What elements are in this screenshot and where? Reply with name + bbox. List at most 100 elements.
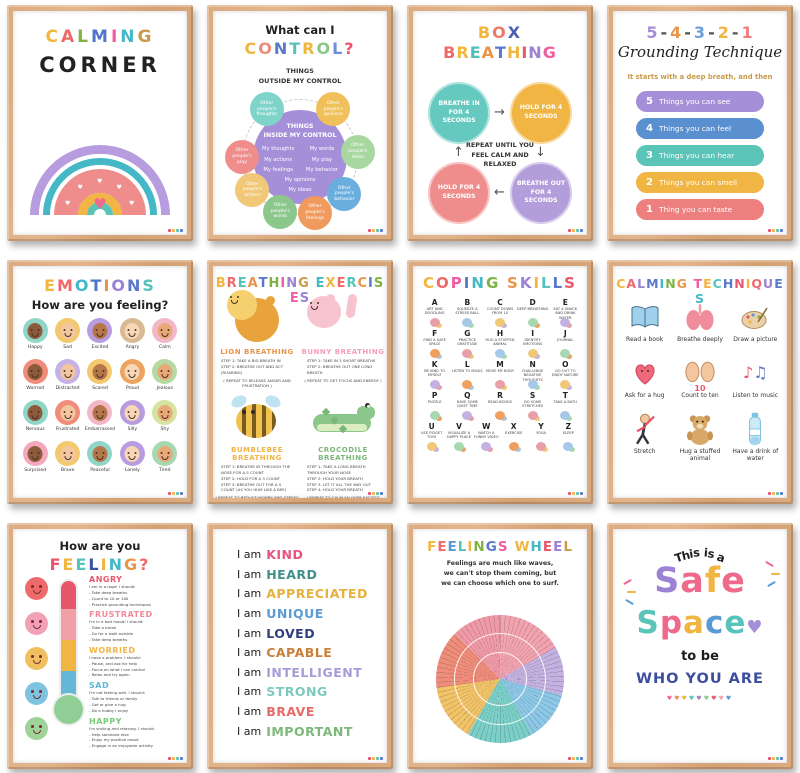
coping-skill-cell: G PRACTICE GRATITUDE (451, 329, 483, 358)
emotion-face-circle (55, 441, 81, 466)
coping-caption: DEEP BREATHING (516, 307, 549, 311)
affirmation-prefix: I am (237, 626, 262, 640)
coping-clipart-icon (560, 349, 571, 358)
quote-line-1: Feelings are much like waves, (446, 560, 554, 567)
feelings-wheel-illustration (436, 615, 564, 743)
coping-clipart-icon (494, 380, 505, 389)
who-you-are-text: WHO YOU ARE (636, 671, 764, 687)
exercise-step: STEP 1: TAKE IN 3 SHORT BREATHS (307, 358, 376, 363)
brand-mark-dot (768, 492, 771, 495)
inside-item: My opinions (284, 177, 316, 184)
coping-letter: Y (538, 422, 544, 431)
title-letter: A (626, 276, 638, 291)
outside-label-line2: OUTSIDE MY CONTROL (258, 76, 342, 85)
coping-skill-cell: Q HAVE SOME QUIET TIME (451, 391, 483, 420)
emotion-label: Brave (60, 468, 75, 473)
title-letter: N (273, 39, 290, 58)
brand-mark-dot (580, 229, 583, 232)
title-letter: T (289, 39, 303, 58)
grounding-sheet: 5-4-3-2-1 Grounding Technique It starts … (613, 11, 787, 235)
kid-face (157, 364, 173, 380)
brand-mark-dot (568, 757, 571, 760)
emotion-face-circle (55, 318, 81, 343)
emotion-label: Scared (92, 386, 108, 391)
title-letter: S (142, 276, 156, 295)
kid-face (92, 364, 108, 380)
emotion-face-circle (119, 441, 145, 466)
coping-letter: O (562, 360, 569, 369)
title-letter: C (357, 276, 369, 291)
exercise-step: STEP 4: HOLD YOUR BREATH (307, 487, 363, 493)
exercise-step: STEP 3: LET IT ALL THE WAY OUT (307, 481, 372, 487)
coping-clipart-icon (494, 411, 505, 420)
title-letter: T (258, 276, 269, 291)
brand-mark (768, 492, 783, 495)
kid-face (124, 405, 140, 421)
kid-face (60, 323, 76, 339)
title-letter: E (315, 276, 326, 291)
emotions-grid: Happy Sad Excited Angry Calm Worried Distracte… (19, 318, 181, 473)
affirmation-prefix: I am (237, 548, 262, 562)
breathing-exercises-title: BREATHING EXERCISES (213, 276, 387, 306)
title-letter: B (443, 43, 457, 62)
title-letter: B (477, 23, 493, 42)
coping-skills-title: COPING SKILLS (413, 274, 587, 292)
grounding-step-text: Things you can smell (658, 178, 738, 187)
emotion-cell: Proud (116, 359, 148, 391)
emotion-face-circle (119, 318, 145, 343)
title-letter: C (712, 276, 723, 291)
title-letter: R (456, 43, 470, 62)
title-letter: A (247, 276, 259, 291)
title-letter: E (774, 276, 784, 291)
title-letter: L (332, 39, 345, 58)
emotion-label: Silly (127, 427, 138, 432)
feeling-section-bullet: - Do a hobby I enjoy (89, 707, 129, 713)
box-breathing-title-line2: BREATHING (413, 43, 587, 62)
exercise-name: BUMBLEBEE BREATHING (231, 446, 283, 462)
title-letter: F (427, 539, 438, 555)
title-letter: S (497, 539, 509, 555)
title-letter: I (463, 274, 472, 292)
grounding-step-number: 4 (646, 123, 653, 134)
title-letter: R (226, 276, 238, 291)
affirmation-word: BRAVE (266, 704, 315, 720)
coping-letter: I (531, 329, 535, 338)
affirmation-row: I am BRAVE (237, 702, 368, 722)
kid-face (157, 405, 173, 421)
exercise-step: STEP 1: BREATHE IN THROUGH THE NOSE FOR … (221, 464, 291, 475)
title-letter: I (280, 276, 287, 291)
emotion-face-circle (119, 359, 145, 384)
emotion-label: Lonely (124, 468, 140, 473)
kid-face (60, 446, 76, 462)
emotion-cell: Brave (51, 441, 83, 473)
emotion-cell: Scared (84, 359, 116, 391)
coping-clipart-icon (429, 349, 440, 358)
coping-letter: P (431, 391, 438, 400)
title-letter: G (542, 43, 557, 62)
coping-clipart-icon (494, 349, 505, 358)
title-letter: I (100, 555, 109, 574)
breathing-exercise-section: BUNNY BREATHING STEP 1: TAKE IN 3 SHORT B… (301, 293, 385, 383)
brand-mark-dot (376, 492, 379, 495)
affirmation-prefix: I am (237, 665, 262, 679)
affirmation-prefix: I am (237, 607, 262, 621)
feeling-section-bullet: - Pause, and ask for help (89, 660, 138, 666)
emotions-subtitle: How are you feeling? (31, 298, 169, 312)
breathing-exercises-sheet: BREATHING EXERCISES LION BREATHING STEP 1… (213, 266, 387, 498)
title-letter: U (763, 276, 775, 291)
emotion-face-circle (22, 400, 48, 425)
rainbow-center-heart: ♥ (93, 195, 107, 213)
brand-mark-dot (180, 757, 183, 760)
brand-mark (568, 757, 583, 760)
coping-letter: Z (565, 422, 572, 431)
kid-face (60, 405, 76, 421)
outside-control-circle: Other people's behavior (327, 177, 362, 212)
brand-mark-dot (576, 492, 579, 495)
breathing-exercise-section: BUMBLEBEE BREATHING STEP 1: BREATHE IN TH… (215, 392, 299, 498)
affirmation-word: CAPABLE (266, 645, 333, 661)
affirmation-word: INTELLIGENT (266, 664, 363, 680)
calming-technique-cell: Ask for a hug (617, 354, 672, 400)
feeling-section-bullet: - Go for a walk outside (89, 631, 133, 637)
feeling-section-bullet: - Enjoy my positive mood (89, 737, 139, 743)
emotion-cell: Angry (116, 318, 148, 350)
